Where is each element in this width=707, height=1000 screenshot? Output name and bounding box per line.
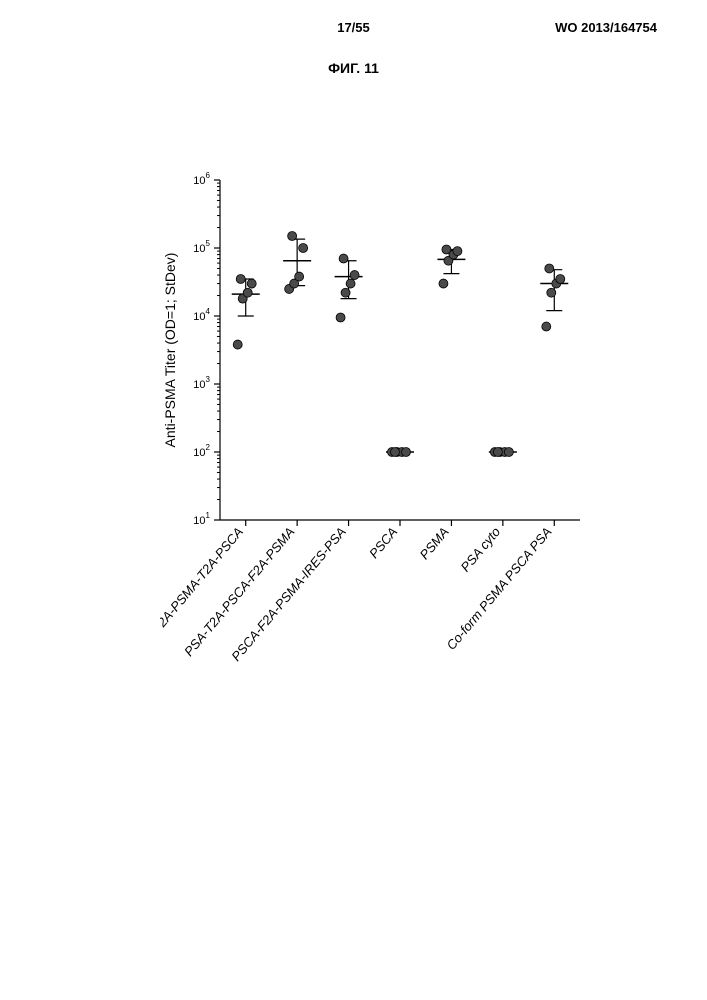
- category-label: PSA cyto: [458, 524, 504, 574]
- chart-svg: 101 102 103 104 105 106 Anti-PSMA Titer (OD=1;…: [160, 170, 590, 770]
- data-point: [439, 279, 448, 288]
- data-point: [542, 322, 551, 331]
- data-point: [556, 275, 565, 284]
- data-point: [288, 232, 297, 241]
- ytick-label: 103: [193, 375, 210, 391]
- doc-id: WO 2013/164754: [555, 20, 657, 35]
- page-number: 17/55: [337, 20, 370, 35]
- category-label: Co-form PSMA PSCA PSA: [443, 524, 554, 652]
- data-point: [493, 448, 502, 457]
- data-point: [391, 448, 400, 457]
- data-point: [339, 254, 348, 263]
- data-point: [402, 448, 411, 457]
- data-point: [442, 245, 451, 254]
- data-point: [504, 448, 513, 457]
- data-point: [547, 288, 556, 297]
- data-point: [243, 288, 252, 297]
- category-label: PSMA: [417, 524, 452, 562]
- figure-title: ФИГ. 11: [328, 60, 379, 76]
- data-point: [453, 247, 462, 256]
- y-axis-label: Anti-PSMA Titer (OD=1; StDev): [162, 253, 178, 448]
- data-point: [299, 244, 308, 253]
- data-point: [346, 279, 355, 288]
- data-point: [341, 288, 350, 297]
- ytick-label: 104: [193, 307, 210, 323]
- data-point: [247, 279, 256, 288]
- ytick-label: 102: [193, 443, 210, 459]
- data-point: [545, 264, 554, 273]
- data-point: [350, 271, 359, 280]
- ytick-label: 105: [193, 239, 210, 255]
- data-point: [233, 340, 242, 349]
- data-point: [236, 275, 245, 284]
- category-label: PSCA: [366, 524, 400, 561]
- data-point: [336, 313, 345, 322]
- ytick-label: 106: [193, 171, 210, 187]
- data-point: [295, 272, 304, 281]
- chart: 101 102 103 104 105 106 Anti-PSMA Titer (OD=1;…: [160, 170, 590, 770]
- ytick-label: 101: [193, 511, 210, 527]
